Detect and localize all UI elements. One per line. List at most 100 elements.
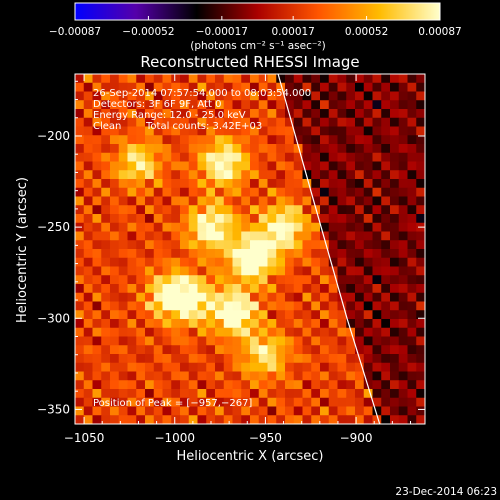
heatmap-cell [118, 82, 128, 92]
heatmap-cell [372, 397, 382, 407]
heatmap-cell [83, 284, 93, 294]
heatmap-cell [363, 74, 373, 84]
heatmap-cell [118, 336, 128, 346]
heatmap-cell [267, 152, 277, 162]
heatmap-cell [363, 257, 373, 267]
heatmap-cell [92, 284, 102, 294]
heatmap-cell [285, 152, 295, 162]
heatmap-cell [328, 354, 338, 364]
heatmap-cell [398, 109, 408, 119]
heatmap-cell [215, 205, 225, 215]
heatmap-cell [285, 91, 295, 101]
heatmap-cell [355, 179, 365, 189]
heatmap-cell [197, 319, 207, 329]
heatmap-cell [346, 310, 356, 320]
heatmap-cell [171, 196, 181, 206]
heatmap-cell [276, 196, 286, 206]
heatmap-cell [311, 275, 321, 285]
heatmap-cell [188, 205, 198, 215]
heatmap-cell [92, 179, 102, 189]
heatmap-cell [118, 161, 128, 171]
heatmap-cell [162, 144, 172, 154]
heatmap-cell [337, 266, 347, 276]
heatmap-cell [416, 249, 425, 259]
heatmap-cell [206, 389, 216, 399]
heatmap-cell [145, 284, 155, 294]
heatmap-cell [363, 362, 373, 372]
heatmap-cell [206, 144, 216, 154]
heatmap-cell [320, 266, 330, 276]
heatmap-cell [153, 362, 163, 372]
heatmap-cell [162, 135, 172, 145]
heatmap-cell [407, 389, 417, 399]
heatmap-cell [83, 205, 93, 215]
heatmap-cell [267, 74, 277, 84]
heatmap-cell [118, 275, 128, 285]
annotation-block: 26-Sep-2014 07:57:54.000 to 08:03:54.000… [93, 88, 311, 132]
heatmap-cell [171, 126, 181, 136]
heatmap-cell [101, 415, 111, 424]
heatmap-cell [127, 371, 137, 381]
heatmap-cell [311, 371, 321, 381]
heatmap-cell [206, 126, 216, 136]
heatmap-cell [101, 371, 111, 381]
heatmap-cell [241, 205, 251, 215]
heatmap-cell [320, 292, 330, 302]
heatmap-cell [267, 222, 277, 232]
heatmap-cell [110, 240, 120, 250]
heatmap-cell [118, 240, 128, 250]
heatmap-cell [101, 301, 111, 311]
heatmap-cell [241, 371, 251, 381]
heatmap-cell [171, 380, 181, 390]
heatmap-cell [188, 179, 198, 189]
heatmap-cell [92, 275, 102, 285]
heatmap-cell [355, 231, 365, 241]
heatmap-cell [372, 231, 382, 241]
heatmap-cell [153, 222, 163, 232]
heatmap-cell [311, 257, 321, 267]
heatmap-cell [285, 389, 295, 399]
heatmap-cell [83, 397, 93, 407]
heatmap-cell [206, 240, 216, 250]
heatmap-cell [215, 292, 225, 302]
heatmap-cell [258, 100, 268, 110]
heatmap-cell [171, 257, 181, 267]
heatmap-cell [215, 117, 225, 127]
plot-frame [74, 73, 426, 425]
heatmap-cell [206, 205, 216, 215]
heatmap-cell [83, 415, 93, 424]
heatmap-cell [241, 362, 251, 372]
x-tick-label: −900 [340, 431, 373, 445]
heatmap-cell [381, 371, 391, 381]
heatmap-cell [381, 196, 391, 206]
heatmap-cell [302, 74, 312, 84]
heatmap-cell [171, 82, 181, 92]
heatmap-cell [180, 187, 190, 197]
heatmap-cell [320, 345, 330, 355]
heatmap-cell [381, 380, 391, 390]
peak-position-label: Position of Peak = [−957,−267] [93, 398, 252, 409]
heatmap-cell [127, 380, 137, 390]
heatmap-cell [232, 170, 242, 180]
heatmap-cell [127, 362, 137, 372]
heatmap-cell [83, 100, 93, 110]
heatmap-cell [311, 310, 321, 320]
heatmap-cell [232, 214, 242, 224]
heatmap-cell [171, 275, 181, 285]
heatmap-cell [241, 117, 251, 127]
heatmap-cell [311, 187, 321, 197]
heatmap-cell [346, 319, 356, 329]
heatmap-cell [118, 406, 128, 416]
annotation-detectors: Detectors: 3F 6F 9F, Att 0 [93, 99, 221, 110]
heatmap-cell [320, 354, 330, 364]
heatmap-cell [390, 205, 400, 215]
heatmap-cell [398, 135, 408, 145]
heatmap-cell [258, 117, 268, 127]
heatmap-cell [293, 319, 303, 329]
heatmap-cell [136, 170, 146, 180]
heatmap-cell [355, 310, 365, 320]
heatmap-cell [337, 231, 347, 241]
heatmap-cell [241, 126, 251, 136]
heatmap-cell [241, 284, 251, 294]
heatmap-cell [398, 100, 408, 110]
